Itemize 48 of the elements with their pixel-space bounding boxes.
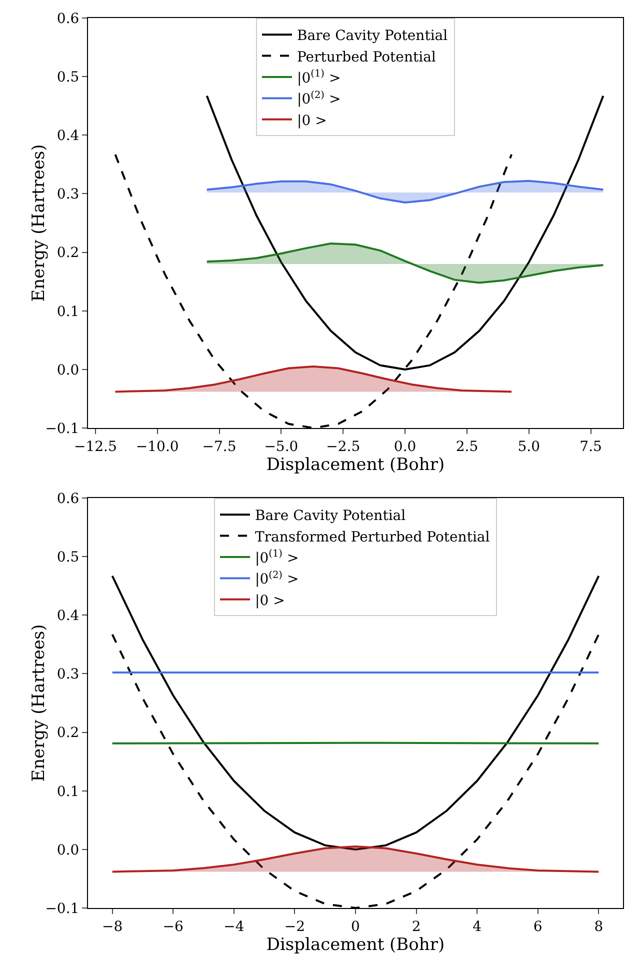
x-tick-label: 4 [472, 918, 482, 935]
legend-label: Transformed Perturbed Potential [255, 529, 490, 546]
x-tick-label: 8 [594, 918, 604, 935]
legend-label: |0$^{(2)}$ > [297, 90, 341, 108]
legend-label: |0$^{(1)}$ > [255, 548, 299, 566]
legend-label: |0 > [297, 112, 327, 129]
x-tick-label: −12.5 [74, 438, 117, 455]
x-tick-label: −7.5 [202, 438, 236, 455]
x-tick-label: 5.0 [518, 438, 540, 455]
y-tick-label: 0.5 [56, 549, 80, 566]
x-tick-label: 2.5 [456, 438, 478, 455]
legend-label: Bare Cavity Potential [297, 28, 448, 44]
y-tick-label: 0.2 [56, 245, 80, 262]
y-tick-label: 0.0 [56, 362, 80, 378]
y-tick-label: 0.1 [56, 784, 80, 800]
y-tick-label: −0.1 [45, 900, 80, 917]
x-tick-label: −10.0 [136, 438, 179, 455]
x-axis-title: Displacement (Bohr) [266, 935, 445, 956]
x-tick-label: −6 [162, 918, 184, 935]
legend-label: Bare Cavity Potential [255, 508, 406, 524]
legend-label: |0$^{(1)}$ > [297, 68, 341, 86]
x-tick-label: −2.5 [326, 438, 360, 455]
y-tick-label: −0.1 [45, 420, 80, 437]
x-tick-label: −5.0 [264, 438, 298, 455]
y-tick-label: 0.0 [56, 842, 80, 858]
x-tick-label: 7.5 [580, 438, 602, 455]
y-tick-label: 0.6 [56, 10, 80, 27]
legend-label: |0 > [255, 592, 285, 609]
legend-label: |0$^{(2)}$ > [255, 570, 299, 588]
x-axis-title: Displacement (Bohr) [266, 455, 445, 476]
x-tick-label: 6 [533, 918, 542, 935]
y-tick-label: 0.4 [56, 608, 80, 624]
legend-label: Perturbed Potential [297, 49, 436, 66]
x-tick-label: 0 [351, 918, 360, 935]
y-tick-label: 0.3 [56, 666, 80, 683]
y-tick-label: 0.5 [56, 69, 80, 86]
y-tick-label: 0.3 [56, 186, 80, 203]
x-tick-label: −2 [284, 918, 306, 935]
y-axis-title: Energy (Hartrees) [29, 144, 49, 302]
x-tick-label: 0.0 [394, 438, 416, 455]
x-tick-label: 2 [412, 918, 421, 935]
y-tick-label: 0.4 [56, 128, 80, 144]
y-tick-label: 0.6 [56, 490, 80, 507]
x-tick-label: −4 [224, 918, 244, 935]
x-tick-label: −8 [102, 918, 123, 935]
y-tick-label: 0.2 [56, 725, 80, 742]
y-axis-title: Energy (Hartrees) [29, 624, 49, 782]
y-tick-label: 0.1 [56, 304, 80, 320]
